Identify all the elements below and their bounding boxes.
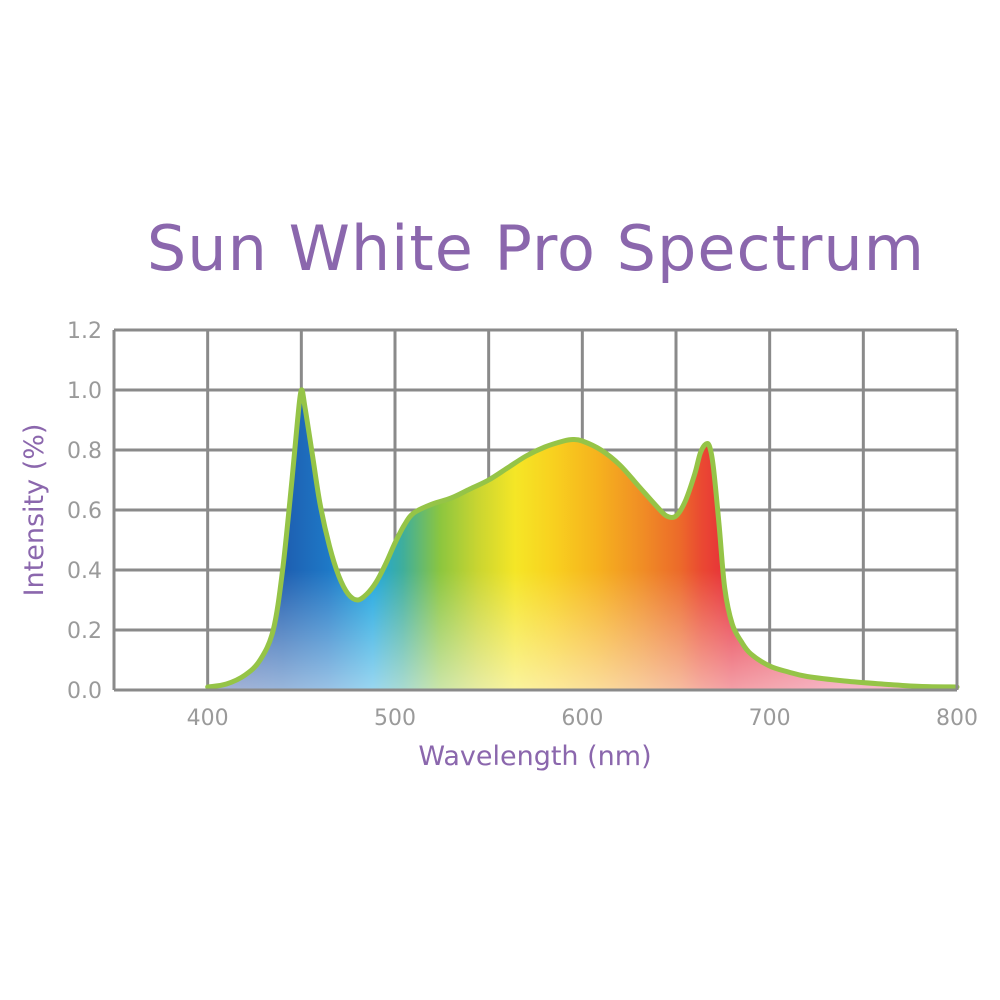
y-tick-labels: 0.0 0.2 0.4 0.6 0.8 1.0 1.2 (67, 319, 102, 704)
x-tick-label: 500 (374, 706, 416, 731)
x-tick-label: 400 (187, 706, 229, 731)
spectrum-area-fade (207, 389, 957, 690)
spectrum-curve (205, 387, 960, 690)
y-tick-label: 0.4 (67, 559, 102, 584)
x-axis-label: Wavelength (nm) (418, 741, 651, 772)
y-tick-label: 0.2 (67, 619, 102, 644)
x-tick-labels: 400 500 600 700 800 (187, 706, 978, 731)
y-axis-label: Intensity (%) (19, 424, 50, 597)
y-tick-label: 0.0 (67, 679, 102, 704)
y-tick-label: 0.6 (67, 499, 102, 524)
plot-frame (112, 328, 959, 692)
y-tick-label: 1.0 (67, 379, 102, 404)
y-tick-label: 1.2 (67, 319, 102, 344)
x-tick-label: 700 (749, 706, 791, 731)
x-tick-label: 600 (561, 706, 603, 731)
x-tick-label: 800 (936, 706, 978, 731)
y-tick-label: 0.8 (67, 439, 102, 464)
chart-title: Sun White Pro Spectrum (146, 212, 926, 285)
